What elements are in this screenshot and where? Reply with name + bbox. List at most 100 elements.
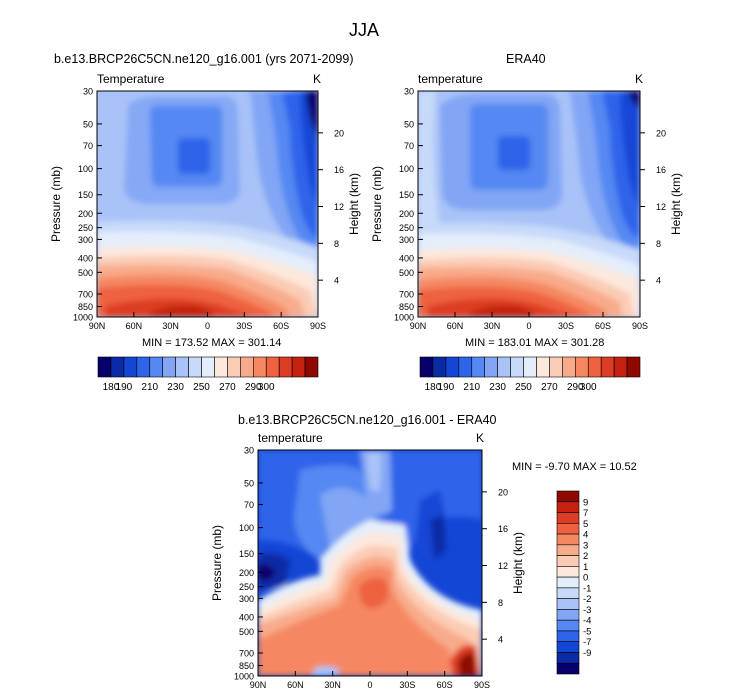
colorbar-swatch (613, 356, 628, 378)
colorbar-label: 180 (103, 382, 120, 393)
axes-layer: 3050701001502002503004005007008501000201… (49, 87, 683, 691)
panel1-ytick-label: 500 (78, 268, 93, 278)
panel1-title: b.e13.BRCP26C5CN.ne120_g16.001 (yrs 2071… (54, 52, 354, 66)
colorbar-swatch (556, 533, 580, 546)
panel3-title: b.e13.BRCP26C5CN.ne120_g16.001 - ERA40 (238, 413, 497, 427)
colorbar-swatch (291, 356, 306, 378)
panel2-xtick-label: 30S (558, 321, 574, 331)
colorbar-swatch (149, 356, 164, 378)
colorbar-swatch (556, 555, 580, 567)
colorbar-label: 230 (489, 382, 506, 393)
panel1-ytick-label: 150 (78, 190, 93, 200)
colorbar-label: 180 (425, 382, 442, 393)
panel3-xtick-label: 30N (324, 680, 341, 690)
panel1-ytick-label: 30 (83, 87, 93, 97)
panel1-y2tick-label: 12 (334, 202, 344, 212)
panel3-minmax: MIN = -9.70 MAX = 10.52 (512, 461, 637, 473)
colorbar-swatch (574, 356, 589, 378)
colorbar-swatch (471, 356, 486, 378)
colorbar-label: 5 (583, 519, 588, 530)
colorbar-swatch (497, 356, 511, 378)
panel1-xtick-label: 60N (126, 321, 143, 331)
panel1-ytick-label: 400 (78, 253, 93, 263)
colorbar-label: -1 (583, 583, 591, 594)
colorbar-label: -7 (583, 637, 591, 648)
panel1-minmax: MIN = 173.52 MAX = 301.14 (142, 337, 282, 349)
colorbar-swatch (556, 652, 580, 664)
panel2-title: ERA40 (506, 52, 546, 66)
colorbar-label: 270 (219, 382, 236, 393)
colorbar-label: 250 (515, 382, 532, 393)
colorbar-label: -9 (583, 648, 591, 659)
panel1-ytick-label: 250 (78, 223, 93, 233)
panel1-y2tick-label: 20 (334, 128, 344, 138)
panel2-xtick-label: 0 (526, 321, 531, 331)
colorbar-swatch (458, 356, 473, 378)
panel3-ytick-label: 100 (239, 523, 254, 533)
panel3-variable-label: temperature (258, 431, 323, 445)
colorbar-swatch (175, 356, 189, 378)
panel1-variable-label: Temperature (97, 72, 165, 86)
colorbar-label: 0 (583, 573, 588, 584)
panel3-y2tick-label: 12 (498, 561, 508, 571)
colorbar-swatch (556, 566, 580, 578)
colorbar-label: 210 (141, 382, 158, 393)
panel1-ytick-label: 100 (78, 164, 93, 174)
colorbar-swatch (445, 356, 460, 378)
panel2-y2tick-label: 4 (656, 276, 661, 286)
panel3-xtick-label: 0 (367, 680, 372, 690)
colorbar-swatch (587, 356, 602, 378)
panel1-y2tick-label: 8 (334, 239, 339, 249)
panel1-y2label: Height (km) (347, 173, 361, 235)
panel3-ytick-label: 500 (239, 627, 254, 637)
colorbar-swatch (556, 662, 580, 675)
colorbar-swatch (523, 356, 537, 378)
panel3-xtick-label: 90N (250, 680, 267, 690)
colorbar-swatch (600, 356, 615, 378)
panel3-ytick-label: 850 (239, 661, 254, 671)
figure-title: JJA (349, 20, 380, 40)
colorbar-swatch (626, 356, 641, 378)
colorbar-label: 290 (567, 382, 584, 393)
colorbar-swatch (162, 356, 176, 378)
panel3-field (258, 450, 482, 676)
panel2-ytick-label: 150 (399, 190, 414, 200)
colorbar-swatch (549, 356, 563, 378)
panel2-y2label: Height (km) (669, 173, 683, 235)
panel1-xtick-label: 90N (89, 321, 106, 331)
panel2-field (418, 91, 640, 317)
colorbar-swatch (136, 356, 151, 378)
colorbar-swatch (304, 356, 319, 378)
colorbar-swatch (432, 356, 447, 378)
panel3-ytick-label: 250 (239, 582, 254, 592)
colorbar-swatch (556, 630, 580, 643)
panel3-y2label: Height (km) (511, 532, 525, 594)
colorbar-swatch (536, 356, 550, 378)
panel3-ytick-label: 200 (239, 568, 254, 578)
panel2-ytick-label: 300 (399, 235, 414, 245)
colorbar-label: 1 (583, 562, 588, 573)
colorbar-swatch (419, 356, 434, 378)
panel2-ytick-label: 30 (404, 87, 414, 97)
panel1-ytick-label: 1000 (73, 313, 93, 323)
colorbar-label: 300 (258, 382, 275, 393)
panel3-ytick-label: 1000 (234, 672, 254, 682)
colorbar-swatch (556, 576, 580, 589)
colorbar-label: 190 (438, 382, 455, 393)
colorbar-swatch (484, 356, 498, 378)
panel2-ytick-label: 700 (399, 290, 414, 300)
panel2-xtick-label: 90S (632, 321, 648, 331)
panel2-ytick-label: 70 (404, 141, 414, 151)
colorbar-swatch (562, 356, 576, 378)
colorbar-label: 190 (116, 382, 133, 393)
colorbar-swatch (123, 356, 138, 378)
panel2-ytick-label: 1000 (394, 313, 414, 323)
panel1-ytick-label: 850 (78, 302, 93, 312)
panel3-ytick-label: 50 (244, 478, 254, 488)
panel2-ytick-label: 50 (404, 119, 414, 129)
colorbar-swatch (556, 512, 580, 524)
panel3-xtick-label: 30S (399, 680, 415, 690)
